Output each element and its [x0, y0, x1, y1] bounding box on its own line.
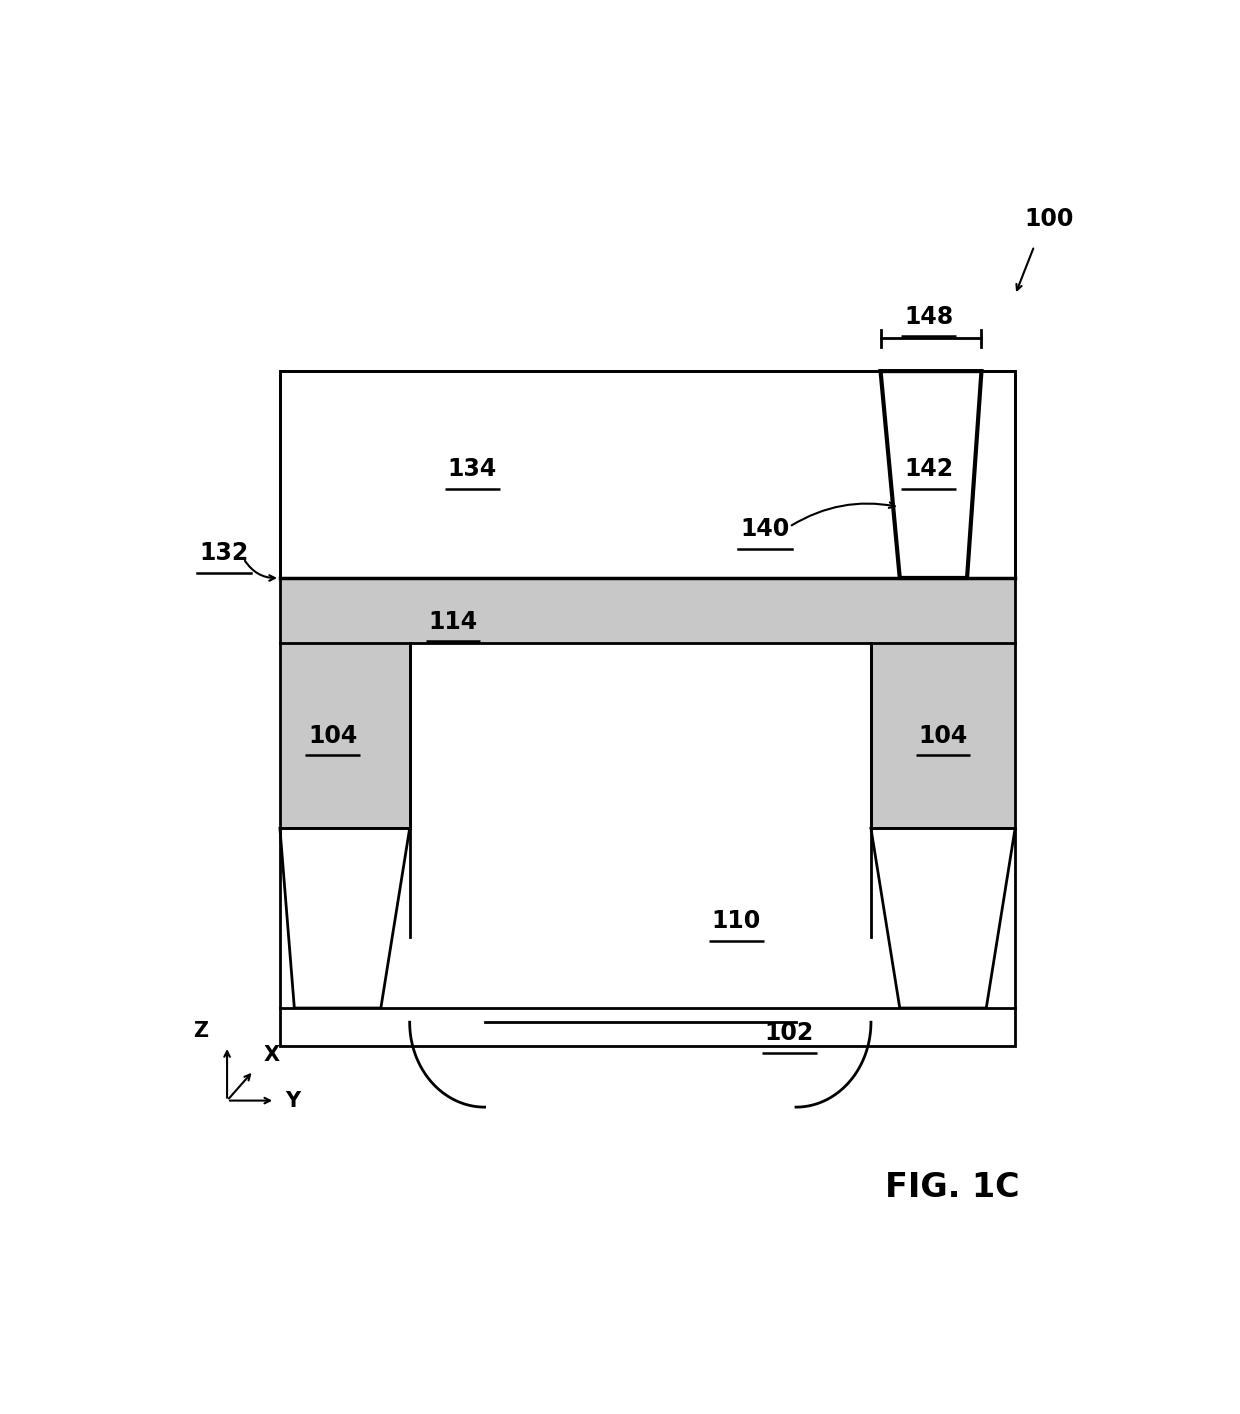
Text: 140: 140 — [740, 518, 790, 542]
Bar — [870, 643, 1016, 829]
Bar — [280, 643, 409, 829]
Polygon shape — [870, 829, 1016, 1008]
Text: 142: 142 — [904, 457, 954, 481]
Polygon shape — [880, 370, 982, 578]
Bar — [280, 370, 1016, 578]
Bar — [409, 643, 870, 1008]
Text: 104: 104 — [919, 724, 967, 748]
Bar — [280, 370, 1016, 1046]
Text: 100: 100 — [1024, 206, 1074, 230]
Text: Z: Z — [192, 1021, 208, 1041]
Bar — [280, 578, 1016, 643]
Text: FIG. 1C: FIG. 1C — [885, 1171, 1021, 1205]
Text: 104: 104 — [309, 724, 357, 748]
Text: 148: 148 — [904, 304, 954, 328]
Text: Y: Y — [285, 1090, 300, 1110]
Text: 134: 134 — [448, 457, 497, 481]
Text: 132: 132 — [200, 542, 249, 566]
Text: 110: 110 — [712, 909, 761, 933]
Polygon shape — [280, 829, 409, 1008]
Text: X: X — [263, 1045, 279, 1065]
Text: 114: 114 — [428, 609, 477, 633]
Bar — [280, 1008, 1016, 1046]
Bar — [280, 370, 1016, 1046]
Text: 102: 102 — [765, 1021, 813, 1045]
